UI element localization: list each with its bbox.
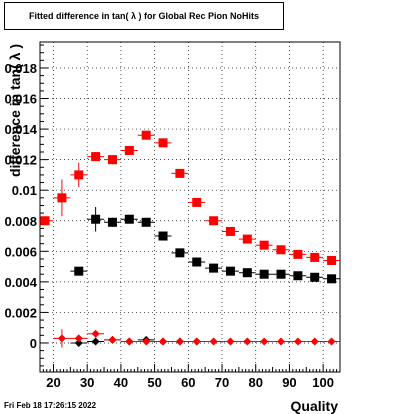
data-point-diamond: [125, 337, 134, 346]
y-tick-label: 0.002: [4, 305, 37, 320]
data-point-square: [124, 145, 134, 155]
data-point-square: [141, 130, 151, 140]
data-point-square: [276, 269, 286, 279]
data-point-square: [310, 272, 320, 282]
chart-title-box: Fitted difference in tan( λ ) for Global…: [4, 2, 284, 30]
data-point-square: [293, 249, 303, 259]
data-point-square: [175, 248, 185, 258]
chart-title: Fitted difference in tan( λ ) for Global…: [28, 11, 260, 21]
data-point-square: [293, 271, 303, 281]
x-tick-label: 30: [80, 375, 94, 390]
data-point-square: [91, 152, 101, 162]
data-point-square: [124, 214, 134, 224]
data-point-diamond: [260, 337, 269, 346]
data-point-diamond: [142, 337, 151, 346]
x-tick-label: 60: [181, 375, 195, 390]
plot-frame: [39, 41, 341, 373]
data-point-square: [158, 138, 168, 148]
data-point-square: [141, 217, 151, 227]
data-point-square: [107, 217, 117, 227]
data-point-diamond: [209, 337, 218, 346]
data-point-square: [276, 245, 286, 255]
data-point-square: [192, 257, 202, 267]
data-point-diamond: [226, 337, 235, 346]
y-tick-label: 0.008: [4, 214, 37, 229]
data-point-square: [225, 226, 235, 236]
y-axis-label: difference in tan( λ ): [7, 44, 23, 177]
y-tick-label: 0: [30, 336, 37, 351]
data-point-diamond: [74, 334, 83, 343]
x-tick-label: 100: [312, 375, 334, 390]
data-point-square: [310, 252, 320, 262]
footer-timestamp: Fri Feb 18 17:26:15 2022: [4, 401, 97, 410]
data-point-diamond: [159, 337, 168, 346]
data-point-square: [175, 168, 185, 178]
y-tick-label: 0.016: [4, 92, 37, 107]
data-point-diamond: [277, 337, 286, 346]
x-axis-label: Quality: [291, 398, 339, 414]
data-point-diamond: [192, 337, 201, 346]
data-point-diamond: [91, 337, 100, 346]
x-tick-label: 70: [215, 375, 229, 390]
x-tick-label: 90: [282, 375, 296, 390]
data-point-square: [259, 269, 269, 279]
data-point-diamond: [243, 337, 252, 346]
data-point-square: [209, 263, 219, 273]
data-point-square: [225, 266, 235, 276]
y-tick-label: 0.006: [4, 244, 37, 259]
data-point-square: [107, 155, 117, 165]
data-point-square: [158, 231, 168, 241]
data-point-square: [57, 193, 67, 203]
data-point-square: [40, 216, 50, 226]
data-point-square: [242, 234, 252, 244]
x-tick-label: 50: [147, 375, 161, 390]
y-tick-label: 0.01: [12, 183, 37, 198]
data-point-square: [242, 268, 252, 278]
y-tick-label: 0.004: [4, 275, 37, 290]
x-tick-label: 20: [46, 375, 60, 390]
data-point-diamond: [175, 337, 184, 346]
data-point-square: [209, 216, 219, 226]
x-tick-label: 80: [248, 375, 262, 390]
x-tick-label: 40: [114, 375, 128, 390]
data-point-diamond: [310, 337, 319, 346]
data-point-square: [74, 170, 84, 180]
data-point-diamond: [57, 334, 66, 343]
data-point-diamond: [74, 338, 83, 347]
data-point-square: [327, 274, 337, 284]
data-point-square: [192, 197, 202, 207]
plot-area: [40, 42, 340, 372]
data-point-diamond: [327, 337, 336, 346]
y-tick-label: 0.014: [4, 122, 37, 137]
data-layer: [40, 130, 340, 348]
data-point-square: [259, 240, 269, 250]
data-point-diamond: [293, 337, 302, 346]
data-point-diamond: [91, 329, 100, 338]
data-point-square: [327, 255, 337, 265]
data-point-square: [91, 214, 101, 224]
data-point-diamond: [108, 335, 117, 344]
y-tick-label: 0.012: [4, 153, 37, 168]
data-point-square: [74, 266, 84, 276]
y-tick-label: 0.018: [4, 61, 37, 76]
